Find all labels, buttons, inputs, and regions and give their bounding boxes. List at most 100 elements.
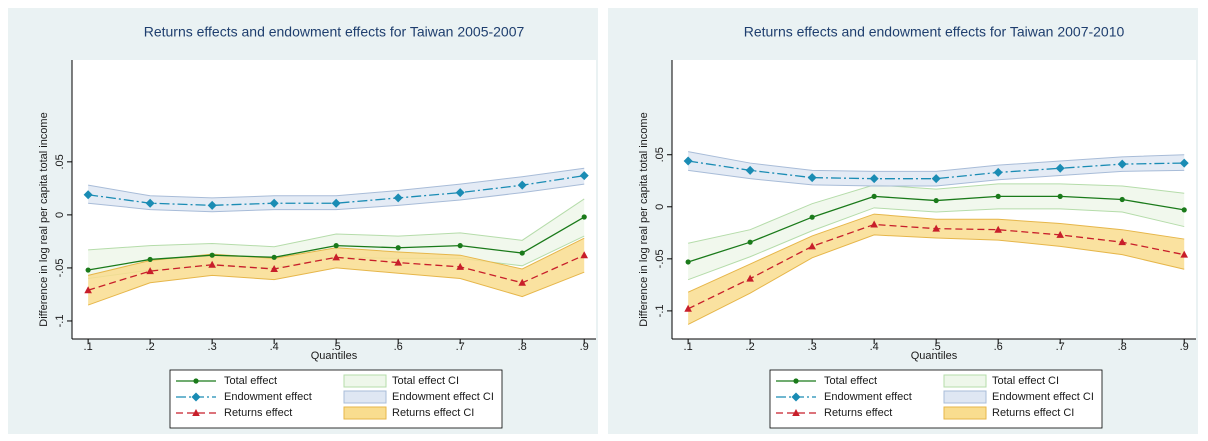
y-tick-label: -.1 <box>54 315 66 328</box>
x-tick-label: .3 <box>808 341 817 353</box>
legend-swatch <box>943 406 987 420</box>
x-tick-label: .2 <box>746 341 755 353</box>
marker <box>580 251 589 259</box>
marker <box>208 260 216 268</box>
y-tick-label: .05 <box>54 154 66 169</box>
legend-label: Endowment effect CI <box>392 391 494 403</box>
legend-swatch <box>343 406 387 420</box>
ci-edge <box>88 198 585 251</box>
marker <box>209 252 215 258</box>
ci-edge <box>688 151 1185 172</box>
marker <box>932 224 940 232</box>
legend-label: Endowment effect <box>224 391 312 403</box>
marker <box>393 193 403 203</box>
legend-label: Total effect <box>824 375 877 387</box>
ci-edge <box>88 183 585 213</box>
marker <box>191 392 201 402</box>
y-axis-label: Difference in log real per capita total … <box>38 112 50 326</box>
ci-edge <box>88 167 585 199</box>
ci-edge <box>687 234 1185 325</box>
marker <box>271 254 277 260</box>
series-line <box>87 254 585 291</box>
marker <box>931 174 941 184</box>
marker <box>871 193 877 199</box>
x-tick-label: .8 <box>1118 341 1127 353</box>
marker <box>333 243 339 249</box>
legend-swatch <box>943 374 987 388</box>
x-tick-label: .1 <box>84 341 93 353</box>
marker <box>579 171 589 181</box>
marker <box>517 180 527 190</box>
marker <box>84 286 92 294</box>
marker <box>269 198 279 208</box>
legend-swatch <box>343 390 387 404</box>
marker <box>746 274 754 282</box>
marker <box>192 409 200 416</box>
x-tick-label: .7 <box>1056 341 1065 353</box>
marker <box>519 250 525 256</box>
marker <box>395 245 401 251</box>
legend-box <box>169 369 503 429</box>
marker <box>331 198 341 208</box>
chart-title: Returns effects and endowment effects fo… <box>744 24 1125 40</box>
y-axis-label: Difference in log real per capita total … <box>638 112 650 326</box>
marker <box>457 243 463 249</box>
series-line <box>688 160 1185 180</box>
marker <box>994 225 1002 233</box>
legend-box <box>769 369 1103 429</box>
marker <box>1180 250 1189 258</box>
y-tick-label: -.1 <box>654 304 666 317</box>
x-axis-label: Quantiles <box>911 350 958 362</box>
x-tick-label: .5 <box>932 341 941 353</box>
legend-label: Returns effect CI <box>392 407 474 419</box>
legend-label: Returns effect CI <box>992 407 1074 419</box>
marker <box>683 156 693 166</box>
marker <box>808 242 816 250</box>
marker <box>792 409 800 416</box>
marker <box>456 262 464 270</box>
x-tick-label: .2 <box>146 341 155 353</box>
y-tick-label: -.05 <box>54 258 66 277</box>
x-tick-label: .9 <box>580 341 589 353</box>
marker <box>807 173 817 183</box>
marker <box>85 267 91 273</box>
ci-edge <box>687 207 1185 281</box>
marker <box>993 167 1003 177</box>
marker <box>791 392 801 402</box>
marker <box>1055 163 1065 173</box>
marker <box>793 378 799 384</box>
x-tick-label: .9 <box>1180 341 1189 353</box>
x-tick-label: .6 <box>994 341 1003 353</box>
legend-swatch <box>943 390 987 404</box>
ci-edge <box>688 169 1185 187</box>
legend-label: Total effect CI <box>992 375 1059 387</box>
ci-band <box>88 168 585 212</box>
chart: Returns effects and endowment effects fo… <box>608 8 1198 434</box>
x-tick-label: .3 <box>208 341 217 353</box>
y-tick-label: 0 <box>654 204 666 210</box>
marker <box>455 188 465 198</box>
marker <box>1118 238 1127 246</box>
marker <box>1117 159 1127 169</box>
chart-title: Returns effects and endowment effects fo… <box>144 24 525 40</box>
legend-label: Total effect <box>224 375 277 387</box>
x-tick-label: .1 <box>684 341 693 353</box>
marker <box>933 197 939 204</box>
ci-edge <box>688 183 1185 244</box>
marker <box>745 165 755 175</box>
marker <box>518 278 527 286</box>
marker <box>747 239 753 245</box>
x-tick-label: .4 <box>870 341 879 353</box>
ci-edge <box>687 213 1185 293</box>
y-tick-label: 0 <box>54 212 66 218</box>
ci-edge <box>87 267 585 306</box>
marker <box>394 258 402 266</box>
y-tick-label: -.05 <box>654 249 666 268</box>
marker <box>147 256 153 263</box>
marker <box>332 253 340 261</box>
marker <box>870 220 878 228</box>
x-tick-label: .8 <box>518 341 527 353</box>
marker <box>809 214 815 220</box>
x-axis-label: Quantiles <box>311 350 358 362</box>
legend-label: Returns effect <box>824 407 892 419</box>
